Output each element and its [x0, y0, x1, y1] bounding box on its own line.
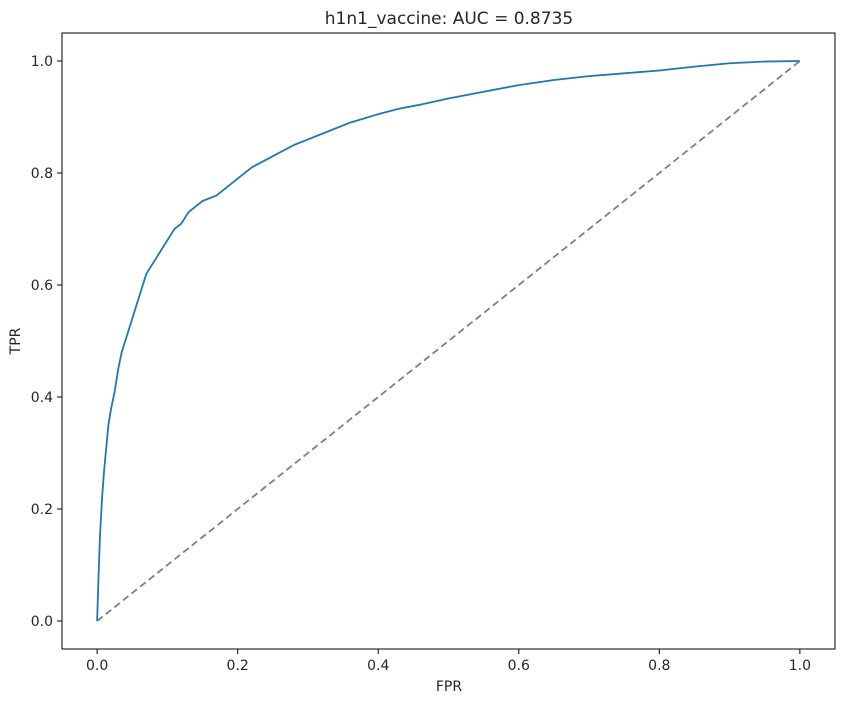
y-tick-label: 0.6 — [31, 278, 53, 294]
x-tick-label: 0.8 — [648, 658, 670, 674]
roc-curve-line — [96, 60, 800, 622]
x-tick-label: 1.0 — [789, 658, 811, 674]
plot-area-frame — [61, 32, 836, 650]
y-tick-label: 0.0 — [31, 614, 53, 630]
x-tick-label: 0.6 — [508, 658, 530, 674]
y-tick-label: 0.8 — [31, 166, 53, 182]
y-tick-label: 0.2 — [31, 502, 53, 518]
chance-diagonal-line — [96, 60, 801, 622]
x-tick-label: 0.4 — [367, 658, 389, 674]
x-axis-ticks: 0.0 0.2 0.4 0.6 0.8 1.0 — [86, 649, 811, 674]
y-axis-ticks: 0.0 0.2 0.4 0.6 0.8 1.0 — [31, 54, 62, 630]
y-tick-label: 1.0 — [31, 54, 53, 70]
x-axis-label: FPR — [436, 679, 462, 695]
x-tick-label: 0.0 — [86, 658, 108, 674]
y-axis-label: TPR — [8, 327, 24, 355]
plot-lines — [96, 60, 801, 622]
x-tick-label: 0.2 — [227, 658, 249, 674]
y-tick-label: 0.4 — [31, 390, 53, 406]
chart-title: h1n1_vaccine: AUC = 0.8735 — [325, 9, 573, 29]
